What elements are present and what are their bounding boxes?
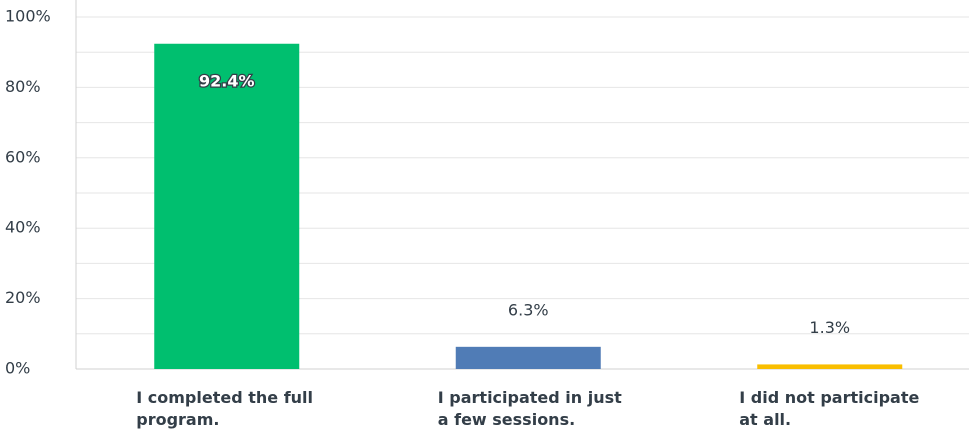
x-tick-label: I completed the full program. — [136, 388, 314, 429]
y-tick-label: 20% — [5, 288, 41, 307]
y-tick-label: 60% — [5, 147, 41, 166]
y-tick-label: 0% — [5, 359, 30, 378]
x-tick-label: I participated in just a few sessions. — [437, 388, 622, 429]
y-tick-label: 80% — [5, 77, 41, 96]
bar — [154, 43, 300, 369]
bar — [757, 364, 903, 369]
y-tick-label: 100% — [5, 7, 51, 26]
value-label: 92.4% — [199, 71, 255, 90]
bar — [455, 346, 601, 369]
y-tick-label: 40% — [5, 218, 41, 237]
x-tick-label: I did not participate at all. — [739, 388, 920, 429]
value-label: 6.3% — [508, 300, 549, 319]
value-label: 1.3% — [809, 318, 850, 337]
